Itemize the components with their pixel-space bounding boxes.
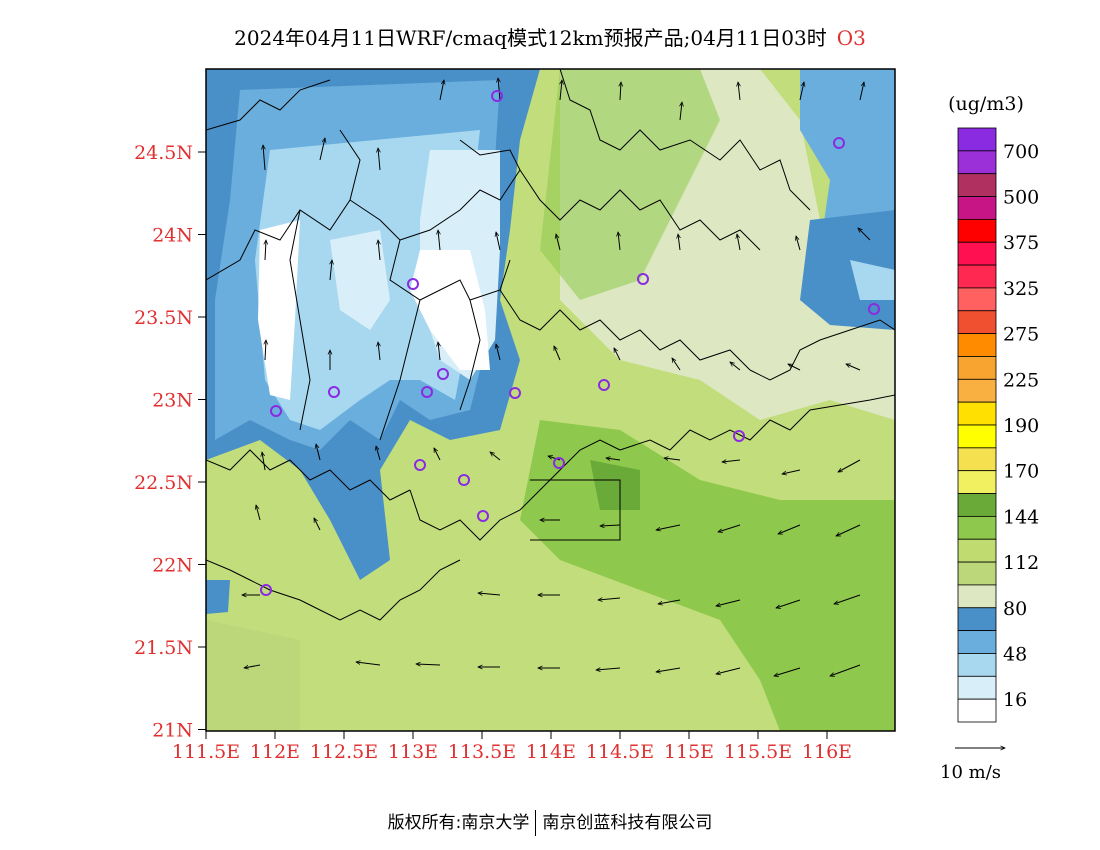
concentration-field xyxy=(206,69,895,731)
longitude-labels: 111.5E 112E 112.5E 113E 113.5E 114E 114.5E 115E… xyxy=(172,741,852,763)
station-marker xyxy=(477,510,489,522)
legend-swatch xyxy=(957,310,997,335)
map-title: 2024年04月11日WRF/cmaq模式12km预报产品;04月11日03时 O… xyxy=(0,22,1100,51)
lon-label: 113E xyxy=(388,741,438,763)
legend-level: 112 xyxy=(1003,552,1039,574)
legend-swatch xyxy=(957,653,997,677)
lat-label: 22N xyxy=(152,555,193,577)
legend-swatch xyxy=(957,150,997,175)
station-marker xyxy=(598,379,610,391)
footer-separator xyxy=(535,810,537,836)
legend-colorbar xyxy=(957,127,997,723)
lon-label: 114.5E xyxy=(586,741,654,763)
station-marker xyxy=(833,137,845,149)
legend-swatch xyxy=(957,218,997,243)
axis-ticks xyxy=(198,151,828,739)
legend-labels: 700 500 375 325 275 225 190 170 144 112 80 48 16 xyxy=(1003,141,1039,711)
station-marker xyxy=(491,90,503,102)
station-marker xyxy=(328,386,340,398)
lon-label: 115.5E xyxy=(724,741,792,763)
title-text: 2024年04月11日WRF/cmaq模式12km预报产品;04月11日03时 xyxy=(234,26,827,50)
station-marker xyxy=(458,474,470,486)
lat-label: 23N xyxy=(152,390,193,412)
legend-swatch xyxy=(957,561,997,586)
station-marker xyxy=(868,303,880,315)
lon-label: 112E xyxy=(250,741,300,763)
legend-swatch xyxy=(957,356,997,380)
legend-swatch xyxy=(957,447,997,472)
lon-label: 116E xyxy=(802,741,852,763)
legend-swatch xyxy=(957,173,997,197)
legend-level: 80 xyxy=(1003,598,1027,620)
legend-swatch xyxy=(957,287,997,312)
legend-swatch xyxy=(957,196,997,220)
legend-level: 700 xyxy=(1003,141,1039,163)
legend-level: 48 xyxy=(1003,643,1027,665)
legend-unit: (ug/m3) xyxy=(948,93,1024,115)
lon-label: 113.5E xyxy=(448,741,516,763)
legend-level: 16 xyxy=(1003,689,1027,711)
lat-label: 24N xyxy=(152,225,193,247)
lon-label: 112.5E xyxy=(310,741,378,763)
legend-level: 144 xyxy=(1003,506,1039,528)
legend-swatch xyxy=(957,515,997,540)
station-marker xyxy=(509,387,521,399)
lat-label: 24.5N xyxy=(134,142,193,164)
wind-vectors xyxy=(242,78,871,676)
footer-right: 南京创蓝科技有限公司 xyxy=(542,813,713,833)
wind-reference-label: 10 m/s xyxy=(940,762,1001,783)
lat-label: 21.5N xyxy=(134,637,193,659)
station-marker xyxy=(437,368,449,380)
legend-swatch xyxy=(957,241,997,266)
legend-level: 500 xyxy=(1003,187,1039,209)
station-marker xyxy=(421,386,433,398)
legend-swatch xyxy=(957,264,997,289)
station-marker xyxy=(414,459,426,471)
legend-swatch xyxy=(957,333,997,357)
legend-swatch xyxy=(957,424,997,449)
legend-swatch xyxy=(957,675,997,700)
station-marker xyxy=(637,273,649,285)
legend-level: 170 xyxy=(1003,461,1039,483)
station-marker xyxy=(260,584,272,596)
legend-level: 225 xyxy=(1003,369,1039,391)
station-marker xyxy=(407,278,419,290)
legend-swatch xyxy=(957,127,997,152)
station-marker xyxy=(733,430,745,442)
legend-swatch xyxy=(957,378,997,403)
lon-label: 115E xyxy=(664,741,714,763)
boundary-lines xyxy=(206,69,895,621)
legend-swatch xyxy=(957,538,997,563)
footer-left: 版权所有:南京大学 xyxy=(387,813,530,833)
legend-swatch xyxy=(957,698,997,723)
lon-label: 114E xyxy=(526,741,576,763)
lat-label: 21N xyxy=(152,720,193,742)
copyright-footer: 版权所有:南京大学 南京创蓝科技有限公司 xyxy=(0,808,1100,836)
latitude-labels: 24.5N 24N 23.5N 23N 22.5N 22N 21.5N 21N xyxy=(134,142,193,742)
legend-swatch xyxy=(957,584,997,609)
legend-level: 190 xyxy=(1003,415,1039,437)
legend-swatch xyxy=(957,470,997,494)
legend-swatch xyxy=(957,493,997,517)
legend-swatch xyxy=(957,401,997,426)
species-label: O3 xyxy=(836,26,866,50)
monitoring-stations xyxy=(260,90,880,596)
legend-level: 375 xyxy=(1003,232,1039,254)
legend-level: 275 xyxy=(1003,324,1039,346)
station-marker xyxy=(553,457,565,469)
legend-swatch xyxy=(957,630,997,654)
lat-label: 22.5N xyxy=(134,472,193,494)
lat-label: 23.5N xyxy=(134,307,193,329)
lon-label: 111.5E xyxy=(172,741,240,763)
legend-level: 325 xyxy=(1003,278,1039,300)
station-marker xyxy=(270,405,282,417)
legend-swatch xyxy=(957,607,997,632)
